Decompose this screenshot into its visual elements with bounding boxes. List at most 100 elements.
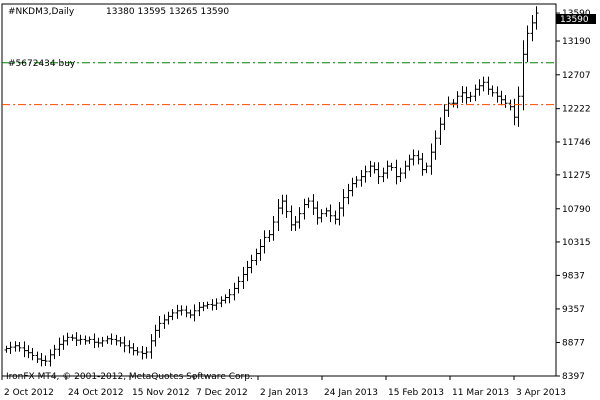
ohlc-bar — [271, 215, 276, 241]
ohlc-bar — [214, 298, 219, 310]
ohlc-bar — [280, 194, 285, 215]
ohlc-bar — [389, 162, 394, 171]
ohlc-bar — [346, 183, 351, 205]
ohlc-bar — [284, 194, 289, 218]
ohlc-bar — [530, 15, 535, 42]
ohlc-bar — [122, 336, 127, 353]
ohlc-bar — [4, 345, 9, 353]
ohlc-bar — [276, 199, 281, 232]
ohlc-bar — [48, 349, 53, 367]
ohlc-bar — [512, 98, 517, 126]
ohlc-bar — [13, 341, 18, 352]
ohlc-bar — [127, 340, 132, 354]
ohlc-bar — [149, 334, 154, 359]
ohlc-bar — [381, 167, 386, 183]
ohlc-bar — [87, 336, 92, 344]
ohlc-bar — [424, 162, 429, 174]
ohlc-bar — [372, 162, 377, 174]
ohlc-bar — [394, 159, 399, 185]
ohlc-bar — [490, 85, 495, 97]
ohlc-bar — [311, 194, 316, 216]
ohlc-bar — [455, 91, 460, 109]
ohlc-bar — [184, 305, 189, 318]
ohlc-bar — [473, 84, 478, 102]
ohlc-bar — [114, 334, 119, 346]
ohlc-bar — [363, 165, 368, 183]
ohlc-bar — [43, 355, 48, 367]
x-tick-label: 11 Mar 2013 — [452, 388, 509, 398]
ohlc-bar — [70, 334, 75, 342]
y-tick-label: 8877 — [562, 338, 585, 348]
ohlc-bar — [197, 302, 202, 317]
plot-frame — [1, 3, 557, 377]
y-tick-label: 12707 — [562, 71, 591, 81]
symbol-timeframe: #NKDM3,Daily — [8, 7, 75, 17]
ohlc-bar — [210, 299, 215, 311]
ohlc-bar — [83, 335, 88, 345]
ohlc-bar — [525, 25, 530, 63]
ohlc-bar — [219, 296, 224, 308]
ohlc-bar — [477, 79, 482, 96]
ohlc-bar — [516, 86, 521, 127]
ohlc-bar — [376, 162, 381, 184]
ohlc-bar — [337, 201, 342, 226]
ohlc-bar — [78, 334, 83, 345]
ohlc-bar — [442, 104, 447, 131]
x-tick-label: 24 Jan 2013 — [324, 388, 378, 398]
ohlc-bar — [306, 197, 311, 209]
ohlc-bar — [205, 301, 210, 309]
ohlc-bar — [420, 153, 425, 176]
ohlc-bar — [8, 341, 13, 354]
ohlc-bar — [438, 117, 443, 146]
ohlc-bar — [192, 304, 197, 322]
ohlc-bar — [166, 311, 171, 325]
ohlc-bar — [140, 345, 145, 360]
y-tick-label: 13190 — [562, 37, 591, 47]
ohlc-bar — [144, 346, 149, 359]
ohlc-bar — [179, 305, 184, 316]
ohlc-bar — [241, 266, 246, 289]
ohlc-bar — [521, 40, 526, 111]
x-tick-label: 7 Dec 2012 — [196, 388, 248, 398]
ohlc-bar — [460, 86, 465, 103]
ohlc-bar — [162, 314, 167, 329]
ohlc-bar — [236, 276, 241, 294]
ohlc-bar — [433, 130, 438, 160]
ohlc-bar — [359, 170, 364, 187]
ohlc-bar — [30, 348, 35, 361]
ohlc-bar — [293, 215, 298, 231]
ohlc-bar — [398, 167, 403, 183]
ohlc-bar — [74, 332, 79, 347]
ohlc-bar — [333, 210, 338, 225]
ohlc-bar — [354, 176, 359, 188]
ohlc-bar — [262, 230, 267, 254]
ohlc-bar — [157, 316, 162, 338]
ohlc-bar — [328, 204, 333, 223]
x-axis: 2 Oct 2012 24 Oct 2012 15 Nov 2012 7 Dec 20… — [1, 376, 566, 398]
ohlc-bar — [315, 201, 320, 225]
ohlc-bar — [486, 76, 491, 95]
ohlc-bar — [249, 254, 254, 274]
ohlc-bar — [464, 86, 469, 104]
ohlc-bar — [26, 345, 31, 359]
ohlc-bar — [109, 333, 114, 345]
x-tick-label: 2 Oct 2012 — [4, 388, 54, 398]
ohlc-bar — [131, 343, 136, 356]
ohlc-bars — [4, 6, 539, 367]
y-tick-label: 9357 — [562, 305, 585, 315]
x-tick-label: 15 Feb 2013 — [388, 388, 444, 398]
ohlc-bar — [22, 341, 27, 358]
x-tick-label: 15 Nov 2012 — [132, 388, 190, 398]
ohlc-bar — [416, 150, 421, 165]
ohlc-bar — [57, 337, 62, 356]
ohlc-bar — [92, 333, 97, 349]
ohlc-bar — [232, 282, 237, 301]
ohlc-bar — [258, 239, 263, 261]
ohlc-bar — [368, 160, 373, 178]
ohlc-bar — [297, 207, 302, 229]
ohlc-bar — [534, 6, 539, 30]
ohlc-bar — [319, 209, 324, 223]
ohlc-bar — [446, 96, 451, 118]
